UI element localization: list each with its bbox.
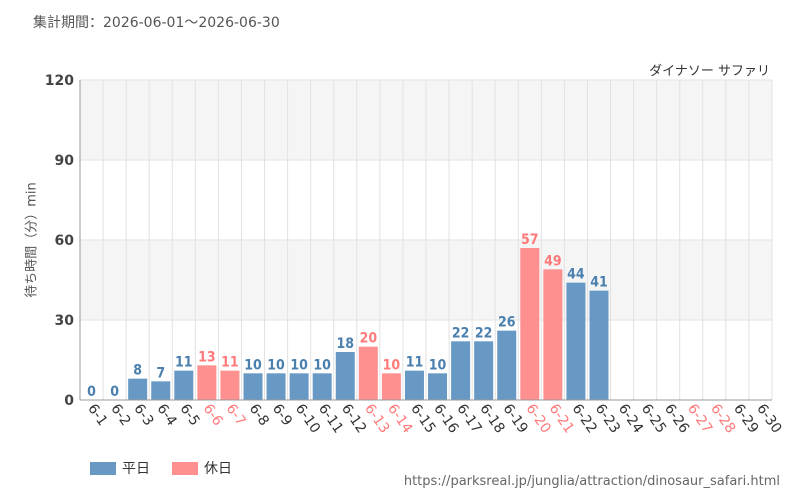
bar-value-label: 20: [360, 331, 378, 347]
bar-value-label: 11: [221, 355, 239, 371]
y-tick-label: 90: [55, 153, 75, 169]
legend-label-holiday: 休日: [204, 461, 232, 477]
x-tick-label: 6-23: [592, 401, 623, 436]
x-tick-label: 6-5: [177, 401, 203, 429]
x-tick-label: 6-7: [223, 401, 249, 429]
x-tick-label: 6-12: [338, 401, 369, 436]
y-tick-label: 60: [55, 233, 75, 249]
x-tick-label: 6-3: [130, 401, 156, 429]
bar: [381, 373, 401, 400]
bar: [312, 373, 332, 400]
bar-value-label: 49: [544, 253, 562, 269]
bar: [197, 365, 217, 400]
bar-value-label: 26: [498, 315, 516, 331]
attraction-name: ダイナソー サファリ: [649, 64, 770, 79]
x-tick-label: 6-10: [292, 401, 323, 436]
x-tick-label: 6-26: [661, 401, 692, 436]
x-tick-label: 6-28: [707, 401, 738, 436]
x-tick-label: 6-21: [546, 401, 577, 436]
x-tick-label: 6-13: [361, 401, 392, 436]
bar: [451, 341, 471, 400]
x-tick-label: 6-27: [684, 401, 715, 436]
x-tick-label: 6-2: [107, 401, 133, 429]
bar: [289, 373, 309, 400]
y-tick-label: 120: [45, 73, 74, 89]
legend-item-holiday[interactable]: 休日: [172, 458, 232, 478]
bar: [404, 370, 424, 400]
legend-item-weekday[interactable]: 平日: [90, 458, 150, 478]
bar: [243, 373, 263, 400]
bar: [358, 346, 378, 400]
bar: [543, 269, 563, 400]
bar: [428, 373, 448, 400]
x-tick-label: 6-14: [384, 401, 415, 436]
bar-value-label: 41: [590, 275, 608, 291]
bar-value-label: 7: [156, 365, 165, 381]
bar-value-label: 10: [267, 357, 285, 373]
x-tick-label: 6-18: [476, 401, 507, 436]
bar: [266, 373, 286, 400]
x-tick-label: 6-11: [315, 401, 346, 436]
y-tick-label: 30: [55, 313, 75, 329]
x-tick-label: 6-19: [499, 401, 530, 436]
x-tick-label: 6-20: [523, 401, 554, 436]
bar-value-label: 11: [175, 355, 193, 371]
y-tick-label: 0: [64, 393, 74, 409]
legend-label-weekday: 平日: [122, 461, 150, 477]
bar-value-label: 57: [521, 232, 539, 248]
bar: [474, 341, 494, 400]
bar-value-label: 11: [406, 355, 424, 371]
x-tick-label: 6-17: [453, 401, 484, 436]
x-tick-label: 6-8: [246, 401, 272, 429]
bar-value-label: 0: [110, 384, 119, 400]
bar-value-label: 22: [452, 325, 470, 341]
bar-value-label: 10: [313, 357, 331, 373]
bar-value-label: 8: [133, 363, 142, 379]
x-tick-label: 6-6: [200, 401, 226, 429]
x-tick-label: 6-1: [84, 401, 110, 429]
legend-swatch-weekday: [90, 461, 116, 475]
bar: [520, 248, 540, 400]
x-tick-label: 6-24: [615, 401, 646, 436]
x-tick-label: 6-16: [430, 401, 461, 436]
bar: [589, 290, 609, 400]
bar-value-label: 10: [244, 357, 262, 373]
bar-value-label: 10: [290, 357, 308, 373]
bar-value-label: 0: [87, 384, 96, 400]
bar: [151, 381, 171, 400]
x-tick-label: 6-22: [569, 401, 600, 436]
x-tick-label: 6-29: [730, 401, 761, 436]
bar-value-label: 10: [429, 357, 447, 373]
period-label: 集計期間：2026-06-01～2026-06-30: [33, 15, 280, 31]
bar: [128, 378, 148, 400]
legend-swatch-holiday: [172, 461, 198, 475]
x-tick-label: 6-4: [153, 401, 179, 429]
bar: [566, 282, 586, 400]
x-tick-label: 6-30: [753, 401, 784, 436]
bar: [335, 352, 355, 400]
bar-value-label: 10: [383, 357, 401, 373]
bar-value-label: 44: [567, 267, 585, 283]
bar: [174, 370, 194, 400]
bar: [497, 330, 517, 400]
legend: 平日 休日: [90, 458, 232, 478]
x-tick-label: 6-9: [269, 401, 295, 429]
x-tick-label: 6-25: [638, 401, 669, 436]
bar-value-label: 13: [198, 349, 216, 365]
bar: [220, 370, 240, 400]
bar-value-label: 22: [475, 325, 493, 341]
x-tick-label: 6-15: [407, 401, 438, 436]
bar-value-label: 18: [337, 336, 355, 352]
source-url[interactable]: https://parksreal.jp/junglia/attraction/…: [403, 474, 780, 489]
